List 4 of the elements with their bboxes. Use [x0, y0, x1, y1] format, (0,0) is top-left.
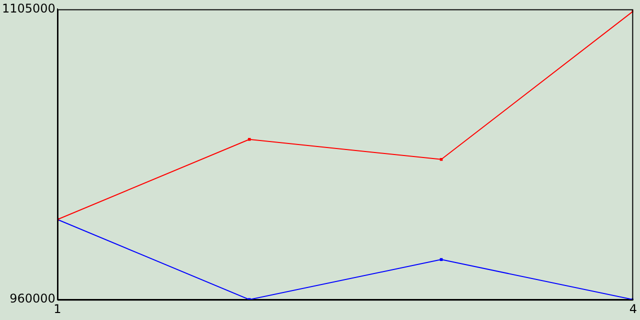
x-tick-label: 1 [54, 302, 62, 316]
y-tick-label: 960000 [10, 292, 56, 306]
x-tick-label: 4 [629, 302, 638, 316]
y-tick-label: 1105000 [2, 1, 56, 16]
